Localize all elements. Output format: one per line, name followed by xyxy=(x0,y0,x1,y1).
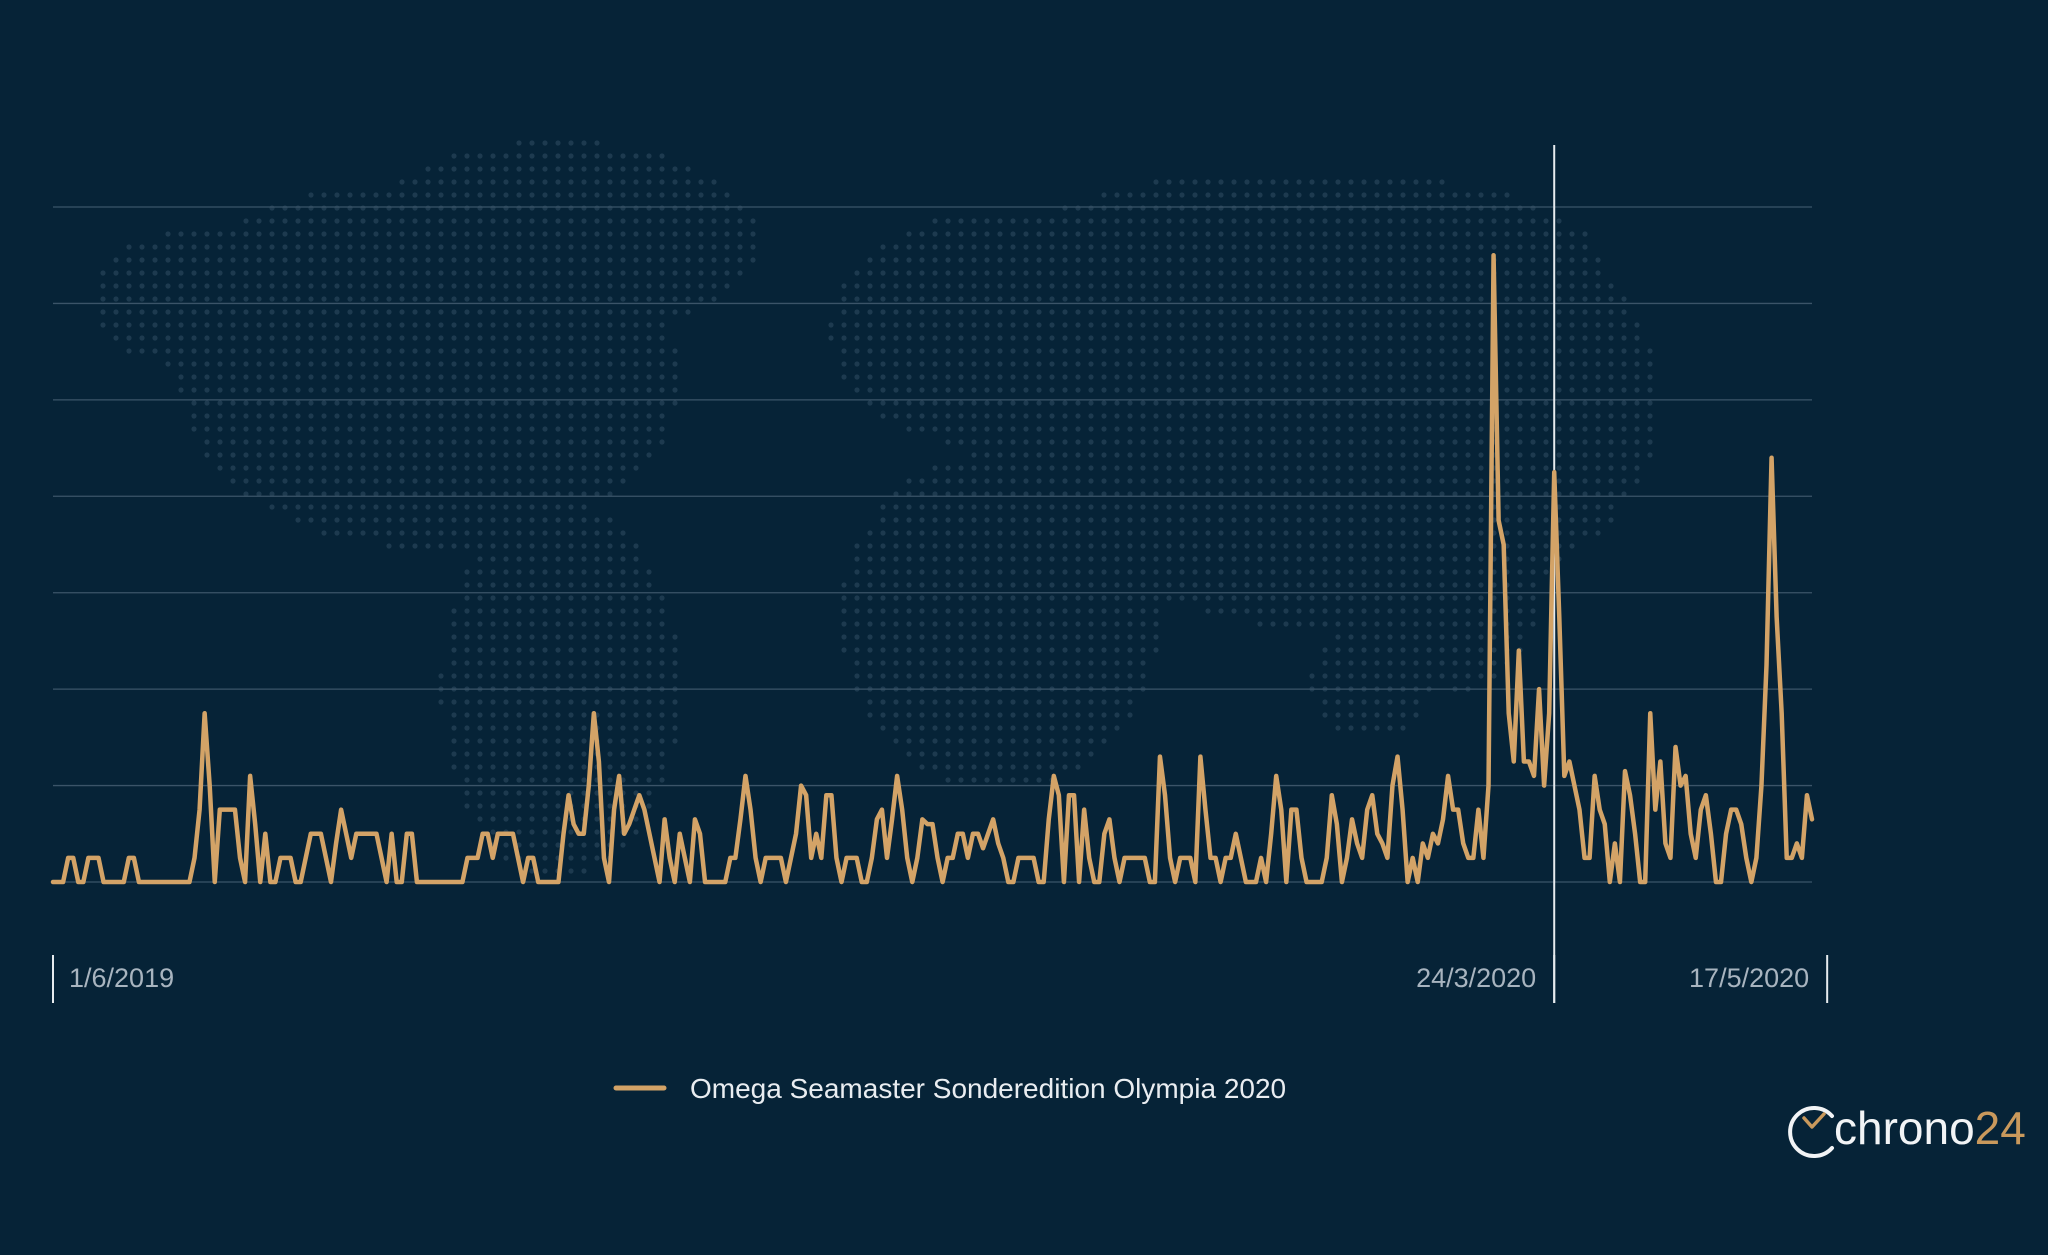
x-axis-tick-marks xyxy=(52,955,1829,1003)
clock-c-icon xyxy=(1788,1106,1834,1158)
x-tick-label: 1/6/2019 xyxy=(69,963,174,993)
grid-lines xyxy=(53,206,1812,883)
world-map-dots xyxy=(100,140,1653,874)
x-tick-label: 17/5/2020 xyxy=(1689,963,1809,993)
svg-text:chrono24: chrono24 xyxy=(1834,1102,2026,1154)
logo-suffix: 24 xyxy=(1975,1102,2026,1154)
series-line xyxy=(50,252,1815,885)
logo-name: chrono xyxy=(1834,1102,1975,1154)
legend: Omega Seamaster Sonderedition Olympia 20… xyxy=(613,1073,1286,1104)
chrono24-logo: chrono24 xyxy=(1788,1102,2026,1158)
x-tick-label: 24/3/2020 xyxy=(1416,963,1536,993)
legend-label: Omega Seamaster Sonderedition Olympia 20… xyxy=(690,1073,1286,1104)
x-axis-tick-labels: 1/6/2019 24/3/2020 17/5/2020 xyxy=(69,963,1809,993)
